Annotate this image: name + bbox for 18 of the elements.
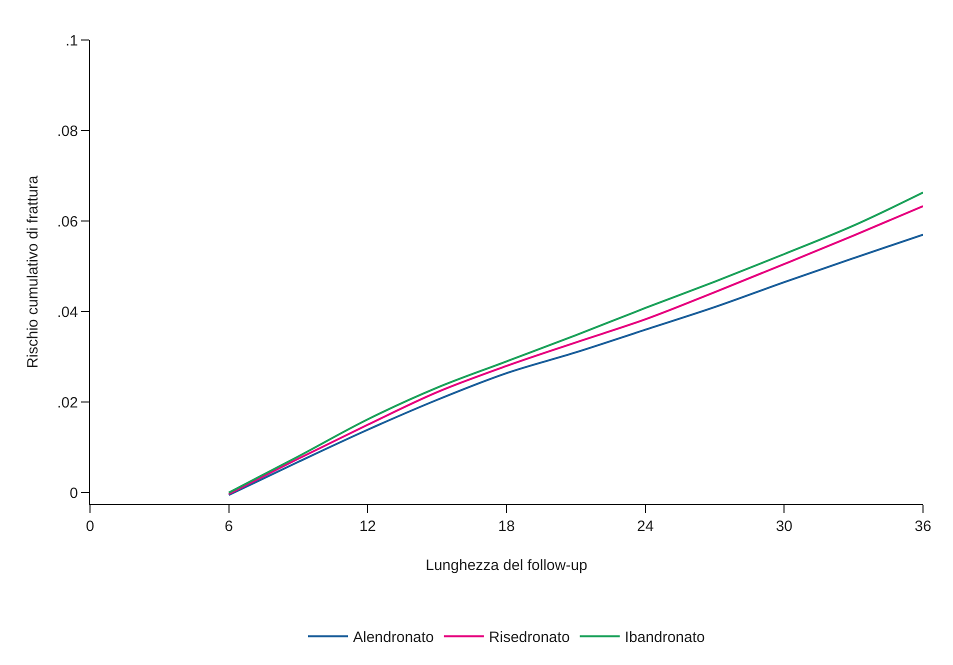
x-tick-label: 12 (359, 518, 376, 535)
y-tick-label: 0 (70, 484, 78, 502)
legend-label: Risedronato (488, 629, 570, 646)
x-axis-title: Lunghezza del follow-up (426, 557, 588, 574)
y-tick-label: .02 (57, 394, 78, 412)
x-tick-label: 6 (224, 518, 233, 535)
y-tick-label: .08 (57, 122, 78, 140)
x-tick-label: 0 (86, 518, 94, 535)
x-tick-label: 18 (498, 518, 515, 535)
x-tick-label: 30 (776, 518, 793, 535)
y-axis-title: Rischio cumulativo di frattura (24, 175, 42, 368)
y-tick-label: .04 (57, 304, 78, 321)
legend-label: Ibandronato (624, 629, 705, 646)
x-tick-label: 36 (914, 518, 932, 535)
y-tick-label: .06 (57, 213, 78, 230)
y-tick-label: .1 (65, 32, 78, 50)
legend-label: Alendronato (353, 629, 434, 646)
x-tick-label: 24 (636, 518, 654, 535)
